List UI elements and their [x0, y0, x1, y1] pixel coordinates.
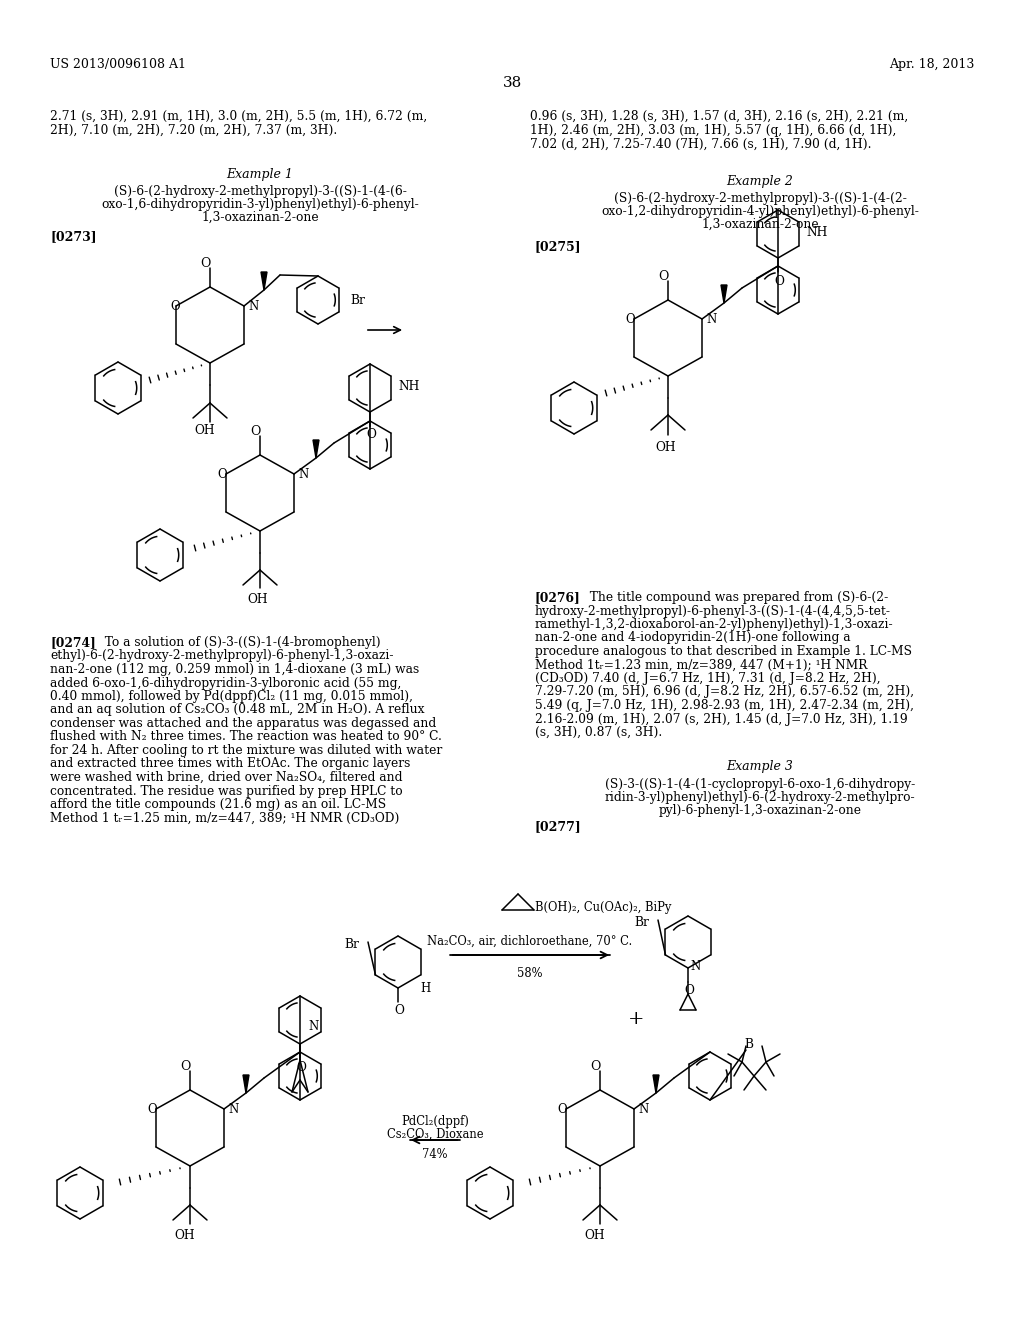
- Text: N: N: [248, 300, 258, 313]
- Text: nan-2-one and 4-iodopyridin-2(1H)-one following a: nan-2-one and 4-iodopyridin-2(1H)-one fo…: [535, 631, 851, 644]
- Text: for 24 h. After cooling to rt the mixture was diluted with water: for 24 h. After cooling to rt the mixtur…: [50, 744, 442, 756]
- Text: N: N: [298, 469, 308, 480]
- Text: 1,3-oxazinan-2-one: 1,3-oxazinan-2-one: [701, 218, 819, 231]
- Text: ramethyl-1,3,2-dioxaborol-an-2-yl)phenyl)ethyl)-1,3-oxazi-: ramethyl-1,3,2-dioxaborol-an-2-yl)phenyl…: [535, 618, 894, 631]
- Text: 7.29-7.20 (m, 5H), 6.96 (d, J=8.2 Hz, 2H), 6.57-6.52 (m, 2H),: 7.29-7.20 (m, 5H), 6.96 (d, J=8.2 Hz, 2H…: [535, 685, 914, 698]
- Text: 1H), 2.46 (m, 2H), 3.03 (m, 1H), 5.57 (q, 1H), 6.66 (d, 1H),: 1H), 2.46 (m, 2H), 3.03 (m, 1H), 5.57 (q…: [530, 124, 896, 137]
- Text: Br: Br: [350, 293, 365, 306]
- Text: (s, 3H), 0.87 (s, 3H).: (s, 3H), 0.87 (s, 3H).: [535, 726, 663, 739]
- Text: Apr. 18, 2013: Apr. 18, 2013: [889, 58, 974, 71]
- Text: Br: Br: [344, 939, 358, 950]
- Text: O: O: [217, 469, 226, 480]
- Text: Example 2: Example 2: [727, 176, 794, 187]
- Text: O: O: [774, 275, 784, 288]
- Text: pyl)-6-phenyl-1,3-oxazinan-2-one: pyl)-6-phenyl-1,3-oxazinan-2-one: [658, 804, 861, 817]
- Text: O: O: [250, 425, 260, 438]
- Text: [0274]: [0274]: [50, 636, 96, 649]
- Text: (S)-6-(2-hydroxy-2-methylpropyl)-3-((S)-1-(4-(2-: (S)-6-(2-hydroxy-2-methylpropyl)-3-((S)-…: [613, 191, 906, 205]
- Text: 2H), 7.10 (m, 2H), 7.20 (m, 2H), 7.37 (m, 3H).: 2H), 7.10 (m, 2H), 7.20 (m, 2H), 7.37 (m…: [50, 124, 337, 137]
- Polygon shape: [653, 1074, 659, 1093]
- Text: and extracted three times with EtOAc. The organic layers: and extracted three times with EtOAc. Th…: [50, 758, 411, 771]
- Text: Na₂CO₃, air, dichloroethane, 70° C.: Na₂CO₃, air, dichloroethane, 70° C.: [427, 935, 633, 948]
- Text: 0.96 (s, 3H), 1.28 (s, 3H), 1.57 (d, 3H), 2.16 (s, 2H), 2.21 (m,: 0.96 (s, 3H), 1.28 (s, 3H), 1.57 (d, 3H)…: [530, 110, 908, 123]
- Text: Br: Br: [634, 916, 649, 929]
- Text: OH: OH: [247, 593, 267, 606]
- Polygon shape: [721, 285, 727, 304]
- Text: OH: OH: [655, 441, 676, 454]
- Text: B(OH)₂, Cu(OAc)₂, BiPy: B(OH)₂, Cu(OAc)₂, BiPy: [535, 902, 672, 913]
- Text: (S)-6-(2-hydroxy-2-methylpropyl)-3-((S)-1-(4-(6-: (S)-6-(2-hydroxy-2-methylpropyl)-3-((S)-…: [114, 185, 407, 198]
- Text: N: N: [638, 1104, 648, 1115]
- Text: O: O: [557, 1104, 567, 1115]
- Text: concentrated. The residue was purified by prep HPLC to: concentrated. The residue was purified b…: [50, 784, 402, 797]
- Text: The title compound was prepared from (S)-6-(2-: The title compound was prepared from (S)…: [582, 591, 888, 605]
- Text: N: N: [706, 313, 716, 326]
- Text: O: O: [170, 300, 180, 313]
- Polygon shape: [261, 272, 267, 290]
- Text: OH: OH: [195, 424, 215, 437]
- Text: hydroxy-2-methylpropyl)-6-phenyl-3-((S)-1-(4-(4,4,5,5-tet-: hydroxy-2-methylpropyl)-6-phenyl-3-((S)-…: [535, 605, 891, 618]
- Text: O: O: [590, 1060, 600, 1073]
- Text: O: O: [296, 1061, 306, 1074]
- Text: B: B: [744, 1038, 753, 1051]
- Text: NH: NH: [806, 227, 827, 239]
- Text: Cs₂CO₃, Dioxane: Cs₂CO₃, Dioxane: [387, 1129, 483, 1140]
- Text: N: N: [308, 1020, 318, 1034]
- Text: 2.71 (s, 3H), 2.91 (m, 1H), 3.0 (m, 2H), 5.5 (m, 1H), 6.72 (m,: 2.71 (s, 3H), 2.91 (m, 1H), 3.0 (m, 2H),…: [50, 110, 427, 123]
- Text: O: O: [657, 271, 669, 282]
- Text: 2.16-2.09 (m, 1H), 2.07 (s, 2H), 1.45 (d, J=7.0 Hz, 3H), 1.19: 2.16-2.09 (m, 1H), 2.07 (s, 2H), 1.45 (d…: [535, 713, 907, 726]
- Text: ethyl)-6-(2-hydroxy-2-methylpropyl)-6-phenyl-1,3-oxazi-: ethyl)-6-(2-hydroxy-2-methylpropyl)-6-ph…: [50, 649, 393, 663]
- Text: N: N: [228, 1104, 239, 1115]
- Polygon shape: [313, 440, 319, 458]
- Text: 1,3-oxazinan-2-one: 1,3-oxazinan-2-one: [201, 211, 318, 224]
- Text: Method 1tᵣ=1.23 min, m/z=389, 447 (M+1); ¹H NMR: Method 1tᵣ=1.23 min, m/z=389, 447 (M+1);…: [535, 659, 867, 672]
- Text: +: +: [628, 1010, 644, 1028]
- Text: [0276]: [0276]: [535, 591, 581, 605]
- Text: ridin-3-yl)phenyl)ethyl)-6-(2-hydroxy-2-methylpro-: ridin-3-yl)phenyl)ethyl)-6-(2-hydroxy-2-…: [605, 791, 915, 804]
- Text: (S)-3-((S)-1-(4-(1-cyclopropyl-6-oxo-1,6-dihydropy-: (S)-3-((S)-1-(4-(1-cyclopropyl-6-oxo-1,6…: [605, 777, 915, 791]
- Text: H: H: [420, 982, 430, 995]
- Text: oxo-1,2-dihydropyridin-4-yl)phenyl)ethyl)-6-phenyl-: oxo-1,2-dihydropyridin-4-yl)phenyl)ethyl…: [601, 205, 919, 218]
- Text: [0277]: [0277]: [535, 820, 582, 833]
- Text: 5.49 (q, J=7.0 Hz, 1H), 2.98-2.93 (m, 1H), 2.47-2.34 (m, 2H),: 5.49 (q, J=7.0 Hz, 1H), 2.98-2.93 (m, 1H…: [535, 700, 914, 711]
- Text: 7.02 (d, 2H), 7.25-7.40 (7H), 7.66 (s, 1H), 7.90 (d, 1H).: 7.02 (d, 2H), 7.25-7.40 (7H), 7.66 (s, 1…: [530, 139, 871, 150]
- Text: were washed with brine, dried over Na₂SO₄, filtered and: were washed with brine, dried over Na₂SO…: [50, 771, 402, 784]
- Text: and an aq solution of Cs₂CO₃ (0.48 mL, 2M in H₂O). A reflux: and an aq solution of Cs₂CO₃ (0.48 mL, 2…: [50, 704, 425, 717]
- Text: [0273]: [0273]: [50, 230, 96, 243]
- Text: [0275]: [0275]: [535, 240, 582, 253]
- Text: 38: 38: [503, 77, 521, 90]
- Text: Method 1 tᵣ=1.25 min, m/z=447, 389; ¹H NMR (CD₃OD): Method 1 tᵣ=1.25 min, m/z=447, 389; ¹H N…: [50, 812, 399, 825]
- Text: added 6-oxo-1,6-dihydropyridin-3-ylboronic acid (55 mg,: added 6-oxo-1,6-dihydropyridin-3-ylboron…: [50, 676, 401, 689]
- Text: NH: NH: [398, 380, 420, 393]
- Text: procedure analogous to that described in Example 1. LC-MS: procedure analogous to that described in…: [535, 645, 912, 657]
- Polygon shape: [243, 1074, 249, 1093]
- Text: N: N: [690, 960, 700, 973]
- Text: O: O: [394, 1005, 403, 1016]
- Text: O: O: [147, 1104, 157, 1115]
- Text: 58%: 58%: [517, 968, 543, 979]
- Text: O: O: [200, 257, 210, 271]
- Text: To a solution of (S)-3-((S)-1-(4-bromophenyl): To a solution of (S)-3-((S)-1-(4-bromoph…: [97, 636, 381, 649]
- Text: 74%: 74%: [422, 1148, 447, 1162]
- Text: OH: OH: [174, 1229, 195, 1242]
- Text: O: O: [626, 313, 635, 326]
- Text: Example 3: Example 3: [727, 760, 794, 774]
- Text: O: O: [366, 428, 376, 441]
- Text: (CD₃OD) 7.40 (d, J=6.7 Hz, 1H), 7.31 (d, J=8.2 Hz, 2H),: (CD₃OD) 7.40 (d, J=6.7 Hz, 1H), 7.31 (d,…: [535, 672, 881, 685]
- Text: OH: OH: [584, 1229, 604, 1242]
- Text: US 2013/0096108 A1: US 2013/0096108 A1: [50, 58, 186, 71]
- Text: afford the title compounds (21.6 mg) as an oil. LC-MS: afford the title compounds (21.6 mg) as …: [50, 799, 386, 810]
- Text: flushed with N₂ three times. The reaction was heated to 90° C.: flushed with N₂ three times. The reactio…: [50, 730, 442, 743]
- Text: O: O: [180, 1060, 190, 1073]
- Text: PdCl₂(dppf): PdCl₂(dppf): [401, 1115, 469, 1129]
- Text: oxo-1,6-dihydropyridin-3-yl)phenyl)ethyl)-6-phenyl-: oxo-1,6-dihydropyridin-3-yl)phenyl)ethyl…: [101, 198, 419, 211]
- Text: nan-2-one (112 mg, 0.259 mmol) in 1,4-dioxane (3 mL) was: nan-2-one (112 mg, 0.259 mmol) in 1,4-di…: [50, 663, 419, 676]
- Text: O: O: [684, 983, 694, 997]
- Text: Example 1: Example 1: [226, 168, 294, 181]
- Text: condenser was attached and the apparatus was degassed and: condenser was attached and the apparatus…: [50, 717, 436, 730]
- Text: 0.40 mmol), followed by Pd(dppf)Cl₂ (11 mg, 0.015 mmol),: 0.40 mmol), followed by Pd(dppf)Cl₂ (11 …: [50, 690, 413, 704]
